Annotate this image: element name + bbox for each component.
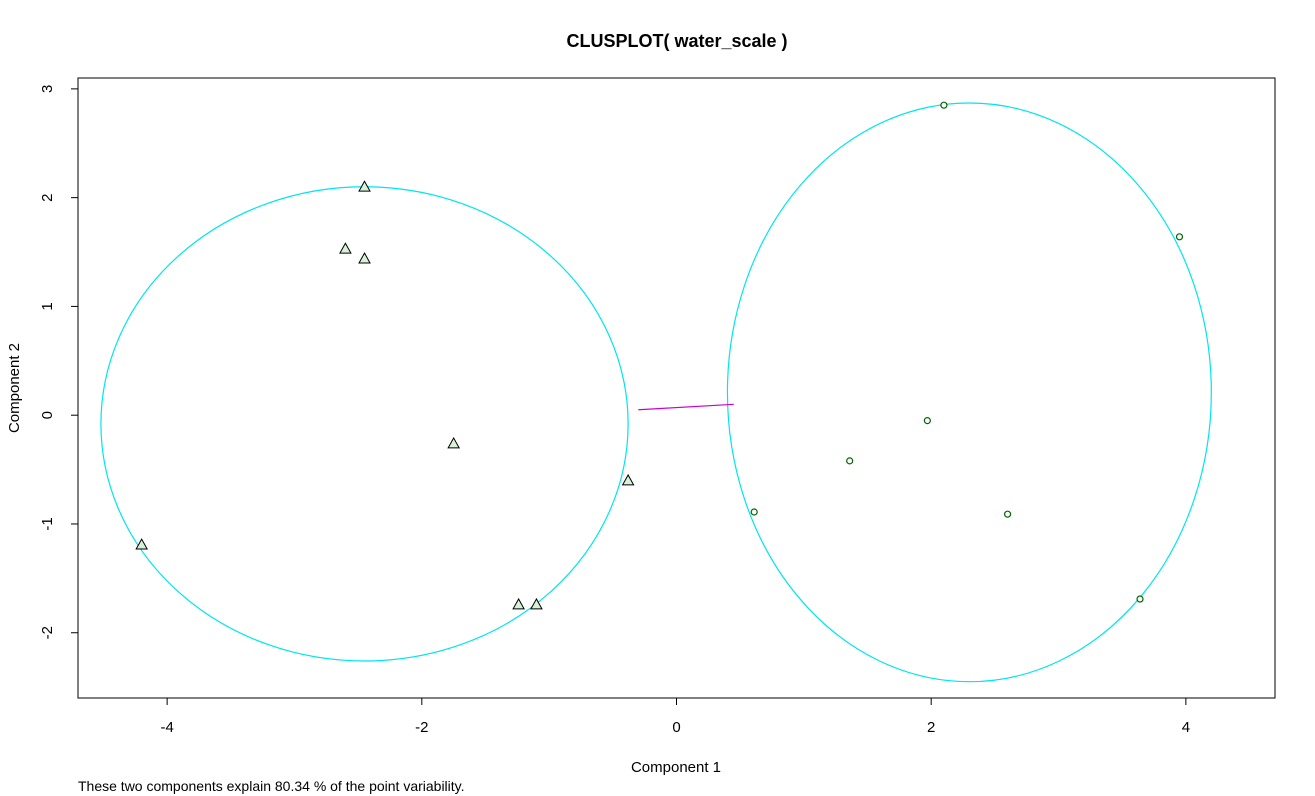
cluster-ellipses bbox=[100, 102, 1212, 683]
cluster-ellipse bbox=[726, 102, 1212, 683]
triangle-point bbox=[339, 242, 352, 254]
circle-point bbox=[750, 508, 758, 516]
connector-line bbox=[638, 403, 734, 411]
triangle-point bbox=[512, 597, 525, 610]
triangle-point bbox=[621, 473, 635, 486]
x-tick-label: 0 bbox=[672, 719, 680, 736]
circle-point bbox=[1175, 233, 1184, 241]
variability-caption: These two components explain 80.34 % of … bbox=[78, 778, 465, 794]
circle-point bbox=[846, 457, 854, 465]
x-axis: -4 -2 0 2 4 bbox=[160, 697, 1190, 736]
y-tick-label: -2 bbox=[39, 626, 56, 639]
x-tick-label: -2 bbox=[415, 719, 428, 736]
y-tick-label: 2 bbox=[39, 193, 56, 201]
cluster-connector bbox=[638, 403, 734, 411]
triangle-point bbox=[447, 436, 461, 449]
triangle-point bbox=[530, 597, 543, 610]
x-tick-label: 2 bbox=[927, 719, 935, 736]
y-axis: -2 -1 0 1 2 3 bbox=[39, 85, 79, 639]
plot-frame bbox=[77, 77, 1276, 699]
circle-point bbox=[1136, 595, 1144, 603]
circle-point bbox=[923, 417, 931, 425]
triangle-point bbox=[135, 538, 149, 550]
y-tick-label: 3 bbox=[39, 85, 56, 93]
x-tick-label: -4 bbox=[160, 719, 173, 736]
data-points bbox=[135, 101, 1184, 610]
y-axis-label: Component 2 bbox=[6, 343, 23, 433]
chart-title: CLUSPLOT( water_scale ) bbox=[566, 31, 787, 51]
y-tick-label: 0 bbox=[39, 411, 56, 419]
y-tick-label: -1 bbox=[39, 517, 56, 530]
triangle-point bbox=[358, 180, 371, 192]
circle-point bbox=[940, 101, 948, 109]
y-tick-label: 1 bbox=[39, 302, 56, 310]
x-tick-label: 4 bbox=[1182, 719, 1190, 736]
triangle-point bbox=[358, 252, 371, 264]
x-axis-label: Component 1 bbox=[631, 759, 721, 776]
circle-point bbox=[1003, 510, 1012, 518]
